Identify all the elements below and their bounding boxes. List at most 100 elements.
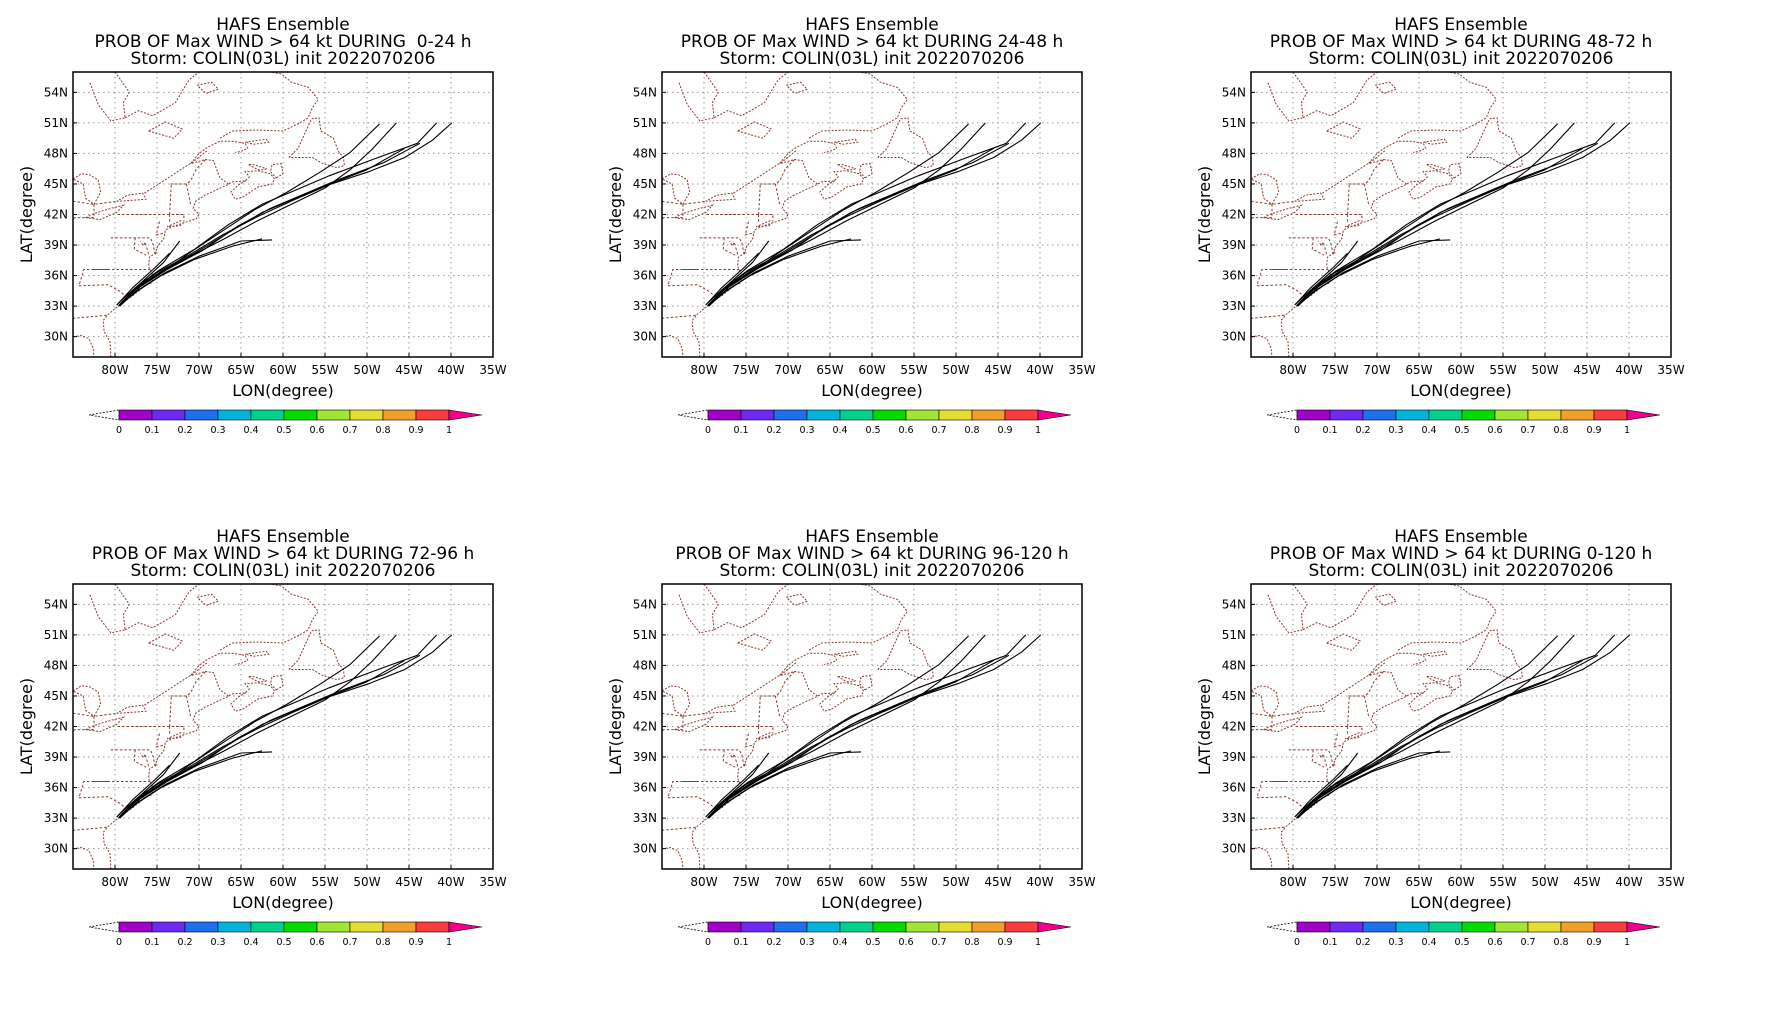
lon-tick-label: 60W	[269, 363, 296, 377]
colorbar-swatch	[1428, 921, 1463, 933]
lat-tick-label: 51N	[44, 116, 68, 130]
panel-title: HAFS Ensemble	[1394, 15, 1528, 35]
lon-tick-label: 55W	[1489, 875, 1516, 889]
colorbar-swatch	[839, 921, 874, 933]
lat-tick-label: 36N	[633, 781, 657, 795]
coastline	[102, 170, 276, 357]
storm-track-line	[116, 252, 170, 306]
political-border	[155, 733, 166, 748]
storm-track-line	[709, 142, 1010, 306]
coastline	[737, 121, 773, 139]
storm-track-line	[1296, 634, 1575, 818]
coastline	[124, 72, 200, 119]
panel-storm-line: Storm: COLIN(03L) init 2022070206	[1308, 49, 1614, 69]
political-border	[1311, 749, 1325, 768]
coastline	[1367, 652, 1427, 697]
panel-title: HAFS Ensemble	[805, 15, 939, 35]
political-border	[1251, 826, 1285, 831]
lat-tick-label: 45N	[633, 689, 657, 703]
colorbar-label: 0.8	[964, 937, 979, 948]
lat-tick-label: 33N	[1222, 299, 1246, 313]
lat-tick-label: 39N	[44, 750, 68, 764]
y-axis-label: LAT(degree)	[17, 166, 36, 263]
coastline	[1322, 662, 1386, 706]
colorbar-label: 0	[116, 425, 122, 436]
lat-tick-label: 51N	[44, 628, 68, 642]
coastline	[1397, 584, 1497, 651]
political-border	[1348, 159, 1385, 185]
lon-tick-label: 75W	[143, 875, 170, 889]
coastline	[1466, 629, 1523, 681]
lon-tick-label: 35W	[479, 875, 506, 889]
coastline	[1251, 335, 1273, 357]
colorbar: 0 0.1 0.2 0.3 0.4 0.5 0.6 0.7 0.8 0.9 1	[88, 921, 483, 948]
political-border	[662, 314, 696, 319]
x-axis-label: LON(degree)	[232, 381, 333, 400]
lat-tick-label: 51N	[633, 628, 657, 642]
political-border	[722, 237, 736, 256]
political-border	[662, 716, 684, 732]
coastline	[808, 584, 908, 651]
colorbar-swatch	[217, 409, 252, 421]
lat-tick-label: 33N	[633, 811, 657, 825]
storm-track-line	[707, 238, 852, 306]
lon-tick-label: 80W	[1279, 363, 1306, 377]
colorbar-label: 0.7	[1520, 937, 1535, 948]
political-border	[662, 204, 684, 220]
coastline	[1344, 220, 1362, 228]
lat-tick-label: 42N	[633, 720, 657, 734]
coastline	[144, 150, 208, 194]
colorbar-swatch	[1593, 921, 1628, 933]
colorbar-label: 0.3	[799, 937, 814, 948]
coastline	[116, 704, 147, 714]
storm-track-line	[118, 750, 263, 818]
coastline-layer	[1251, 584, 1523, 869]
political-border	[1288, 749, 1332, 756]
storm-track-line	[1295, 122, 1616, 305]
colorbar-label: 0	[1294, 425, 1300, 436]
panel-storm-line: Storm: COLIN(03L) init 2022070206	[719, 561, 1025, 581]
lat-tick-label: 51N	[633, 116, 657, 130]
storm-track-line	[121, 635, 380, 817]
x-axis-label: LON(degree)	[1410, 381, 1511, 400]
colorbar-label: 0.2	[766, 425, 781, 436]
colorbar-label: 0.2	[766, 937, 781, 948]
colorbar-swatch	[250, 921, 285, 933]
coastline	[196, 81, 220, 94]
lat-tick-label: 30N	[1222, 330, 1246, 344]
storm-track-line	[1296, 751, 1451, 819]
coastline	[1426, 676, 1446, 683]
lat-tick-label: 39N	[1222, 238, 1246, 252]
colorbar-swatch	[349, 921, 384, 933]
lat-tick-label: 39N	[1222, 750, 1246, 764]
storm-track-line	[119, 634, 453, 819]
lon-tick-label: 45W	[395, 875, 422, 889]
colorbar-label: 0.3	[210, 425, 225, 436]
storm-track-line	[121, 123, 380, 305]
colorbar-label: 0.6	[898, 937, 913, 948]
colorbar-swatch	[283, 921, 318, 933]
coastline	[1374, 81, 1398, 94]
storm-track-line	[708, 240, 770, 305]
colorbar-label: 0.9	[1586, 937, 1601, 948]
colorbar-swatch	[382, 409, 417, 421]
colorbar-label: 0	[705, 937, 711, 948]
storm-track-line	[118, 238, 263, 306]
coastline	[1263, 716, 1303, 733]
lat-tick-label: 30N	[633, 330, 657, 344]
lat-tick-label: 42N	[633, 208, 657, 222]
lon-tick-label: 55W	[311, 875, 338, 889]
storm-track-line	[706, 122, 1027, 305]
colorbar-swatch	[1560, 921, 1595, 933]
lon-tick-label: 80W	[1279, 875, 1306, 889]
coastline	[144, 662, 208, 706]
colorbar-label: 0.5	[1454, 937, 1469, 948]
political-border	[1256, 284, 1306, 298]
lat-tick-label: 45N	[44, 689, 68, 703]
lat-tick-label: 48N	[44, 658, 68, 672]
colorbar-swatch	[1494, 409, 1529, 421]
lon-tick-label: 70W	[774, 875, 801, 889]
map-plot: 80W 75W 70W 65W 60W 55W 50W 45W 40W 35W 30N 33N 36N 3…	[606, 583, 1096, 948]
coastline	[691, 170, 865, 357]
coastline	[1326, 633, 1362, 651]
